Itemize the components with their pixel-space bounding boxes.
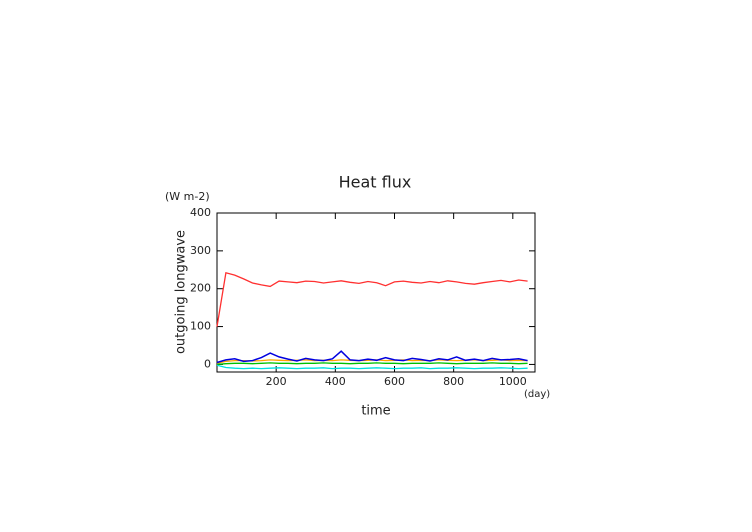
x-tick-label: 1000: [499, 375, 527, 388]
data-line: [216, 364, 528, 370]
y-axis-label: outgoing longwave: [174, 230, 189, 354]
plot-frame: [216, 212, 536, 373]
y-tick-label: 200: [190, 282, 211, 295]
y-tick-label: 0: [204, 357, 211, 370]
chart-title: Heat flux: [339, 173, 412, 192]
y-unit: (W m-2): [165, 190, 210, 203]
x-axis-label: time: [361, 404, 390, 419]
x-unit: (day): [524, 389, 550, 400]
x-tick-label: 200: [266, 375, 287, 388]
y-tick-label: 400: [190, 206, 211, 219]
y-tick-label: 100: [190, 320, 211, 333]
data-line: [216, 362, 528, 366]
x-tick-label: 600: [384, 375, 405, 388]
x-tick-label: 400: [325, 375, 346, 388]
x-tick-label: 800: [443, 375, 464, 388]
data-line: [216, 350, 528, 364]
data-line: [216, 271, 528, 327]
y-tick-label: 300: [190, 244, 211, 257]
